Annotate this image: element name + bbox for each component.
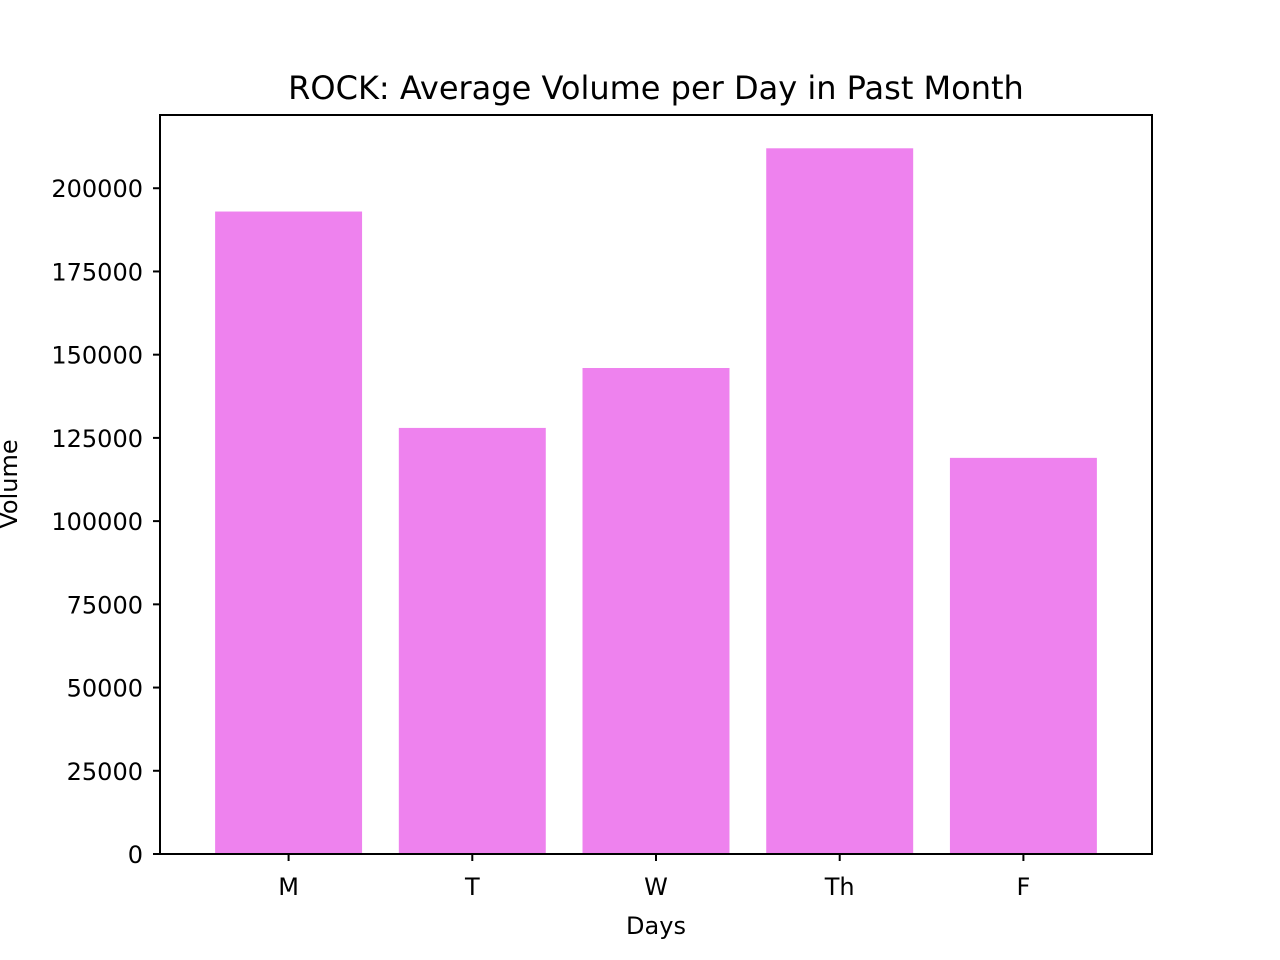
bar-m — [215, 211, 363, 855]
y-tick-label: 100000 — [51, 508, 143, 536]
bar-t — [398, 427, 546, 854]
y-tick-label: 150000 — [51, 342, 143, 370]
bar-w — [582, 367, 730, 854]
x-axis-label: Days — [626, 912, 686, 940]
x-tick-label: W — [644, 873, 668, 901]
bar-th — [766, 148, 914, 855]
x-tick-label: T — [464, 873, 480, 901]
y-axis-ticks: 0 25000 50000 75000 100000 125000 150000 175000… — [51, 175, 160, 869]
x-tick-label: Th — [824, 873, 855, 901]
y-axis-label: Volume — [0, 439, 23, 528]
y-tick-label: 175000 — [51, 258, 143, 286]
y-tick-label: 0 — [128, 841, 143, 869]
x-tick-label: M — [278, 873, 299, 901]
bars-group — [215, 148, 1097, 855]
x-axis-ticks: M T W Th F — [278, 854, 1030, 901]
y-tick-label: 125000 — [51, 425, 143, 453]
y-tick-label: 200000 — [51, 175, 143, 203]
y-tick-label: 50000 — [67, 675, 143, 703]
y-tick-label: 25000 — [67, 758, 143, 786]
chart-title: ROCK: Average Volume per Day in Past Mon… — [288, 69, 1024, 107]
bar-f — [949, 457, 1097, 854]
x-tick-label: F — [1017, 873, 1031, 901]
y-tick-label: 75000 — [67, 591, 143, 619]
